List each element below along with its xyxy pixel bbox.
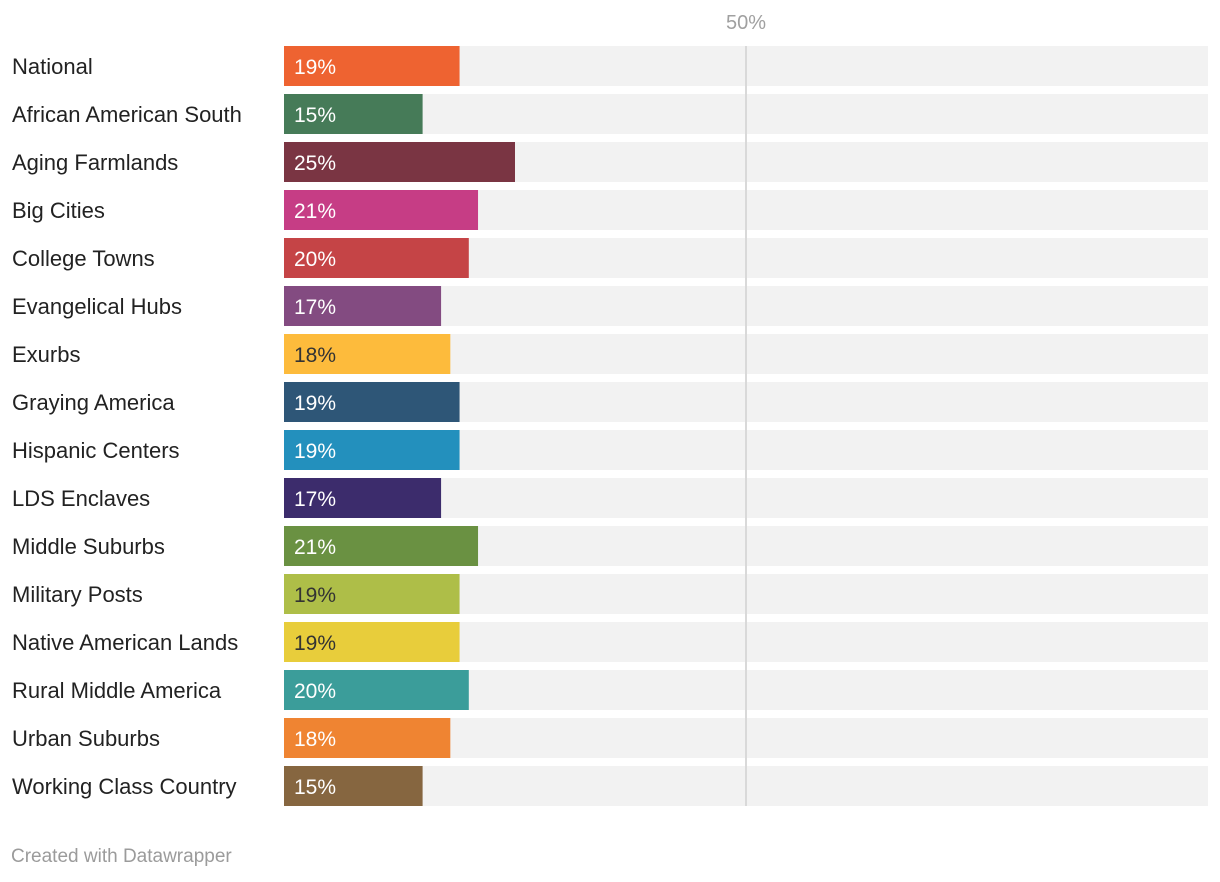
data-label: 18% [294,344,336,367]
footer-credit[interactable]: Created with Datawrapper [11,846,232,867]
data-label: 21% [294,536,336,559]
bar [284,478,442,518]
bar [284,334,451,374]
bar [284,238,469,278]
data-label: 21% [294,200,336,223]
bar [284,718,451,758]
category-label: Rural Middle America [12,678,222,703]
bar [284,574,460,614]
category-label: Middle Suburbs [12,534,165,559]
category-label: Urban Suburbs [12,726,160,751]
data-label: 19% [294,56,336,79]
data-label: 19% [294,392,336,415]
category-label: Working Class Country [12,774,237,799]
bar [284,190,479,230]
bar [284,766,423,806]
category-label: Exurbs [12,342,80,367]
category-label: Aging Farmlands [12,150,178,175]
bar [284,430,460,470]
bar [284,622,460,662]
x-tick-label: 50% [726,12,766,34]
category-label: National [12,54,93,79]
category-label: Native American Lands [12,630,238,655]
category-label: LDS Enclaves [12,486,150,511]
bar [284,526,479,566]
category-label: Evangelical Hubs [12,294,182,319]
category-label: Big Cities [12,198,105,223]
bar [284,142,515,182]
category-label: Graying America [12,390,175,415]
bar [284,94,423,134]
data-label: 19% [294,632,336,655]
bar [284,46,460,86]
data-label: 20% [294,248,336,271]
data-label: 18% [294,728,336,751]
data-label: 15% [294,776,336,799]
data-label: 25% [294,152,336,175]
data-label: 19% [294,584,336,607]
bar [284,670,469,710]
category-label: Hispanic Centers [12,438,180,463]
category-label: African American South [12,102,242,127]
data-label: 20% [294,680,336,703]
data-label: 17% [294,488,336,511]
bar [284,286,442,326]
data-label: 17% [294,296,336,319]
bar [284,382,460,422]
chart-plot-area: 50% National 19% African American South 15% A… [12,12,1208,806]
category-label: College Towns [12,246,155,271]
category-label: Military Posts [12,582,143,607]
data-label: 19% [294,440,336,463]
data-label: 15% [294,104,336,127]
